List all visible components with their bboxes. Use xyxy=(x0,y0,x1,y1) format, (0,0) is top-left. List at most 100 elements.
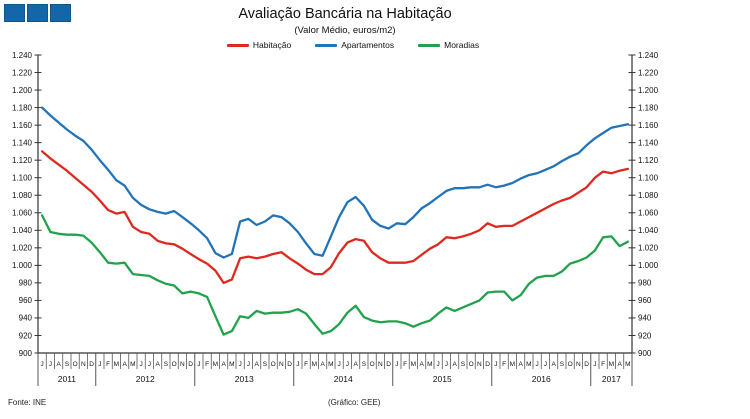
svg-text:980: 980 xyxy=(638,279,652,288)
svg-text:M: M xyxy=(114,361,119,368)
svg-text:M: M xyxy=(328,361,333,368)
logo-square xyxy=(27,4,48,22)
svg-text:1.000: 1.000 xyxy=(638,261,659,270)
logo-square xyxy=(4,4,25,22)
svg-text:1.060: 1.060 xyxy=(638,209,659,218)
legend-label: Moradias xyxy=(444,40,480,50)
svg-text:O: O xyxy=(469,361,474,368)
svg-text:M: M xyxy=(312,361,317,368)
svg-text:1.080: 1.080 xyxy=(12,191,33,200)
svg-text:A: A xyxy=(518,361,523,368)
svg-text:2015: 2015 xyxy=(433,374,452,384)
series-habitação xyxy=(40,150,630,285)
svg-text:O: O xyxy=(370,361,375,368)
svg-text:A: A xyxy=(452,361,457,368)
svg-text:D: D xyxy=(188,361,193,368)
svg-text:A: A xyxy=(221,361,226,368)
svg-text:F: F xyxy=(106,361,110,368)
svg-text:1.200: 1.200 xyxy=(638,86,659,95)
chart-legend: Habitação Apartamentos Moradias xyxy=(0,40,706,50)
logo-square xyxy=(50,4,71,22)
svg-text:M: M xyxy=(130,361,135,368)
svg-text:J: J xyxy=(338,361,341,368)
svg-text:S: S xyxy=(362,361,367,368)
svg-text:1.160: 1.160 xyxy=(12,121,33,130)
svg-text:J: J xyxy=(140,361,143,368)
svg-text:1.120: 1.120 xyxy=(638,156,659,165)
svg-text:1.240: 1.240 xyxy=(12,51,33,60)
svg-text:F: F xyxy=(502,361,506,368)
chart-subtitle: (Valor Médio, euros/m2) xyxy=(294,25,396,36)
svg-text:1.180: 1.180 xyxy=(638,103,659,112)
svg-text:F: F xyxy=(205,361,209,368)
series-moradias xyxy=(40,214,630,336)
svg-text:J: J xyxy=(148,361,151,368)
legend-label: Apartamentos xyxy=(341,40,395,50)
svg-text:980: 980 xyxy=(19,279,33,288)
svg-text:1.200: 1.200 xyxy=(12,86,33,95)
svg-text:1.100: 1.100 xyxy=(12,174,33,183)
svg-text:F: F xyxy=(304,361,308,368)
svg-text:2017: 2017 xyxy=(602,374,621,384)
series-apartamentos xyxy=(40,106,630,259)
svg-text:O: O xyxy=(271,361,276,368)
source-note: Fonte: INE xyxy=(8,398,47,407)
svg-text:J: J xyxy=(346,361,349,368)
svg-text:J: J xyxy=(445,361,448,368)
svg-text:A: A xyxy=(122,361,127,368)
svg-text:1.180: 1.180 xyxy=(12,103,33,112)
svg-text:S: S xyxy=(164,361,169,368)
svg-text:J: J xyxy=(239,361,242,368)
svg-text:1.160: 1.160 xyxy=(638,121,659,130)
svg-text:J: J xyxy=(437,361,440,368)
svg-text:J: J xyxy=(536,361,539,368)
svg-text:N: N xyxy=(477,361,482,368)
legend-swatch-blue xyxy=(315,43,338,47)
svg-text:M: M xyxy=(427,361,432,368)
svg-text:O: O xyxy=(568,361,573,368)
svg-text:M: M xyxy=(411,361,416,368)
svg-text:N: N xyxy=(279,361,284,368)
svg-text:1.220: 1.220 xyxy=(638,68,659,77)
svg-text:A: A xyxy=(617,361,622,368)
svg-text:S: S xyxy=(263,361,268,368)
svg-text:J: J xyxy=(544,361,547,368)
svg-text:S: S xyxy=(461,361,466,368)
svg-text:1.040: 1.040 xyxy=(638,226,659,235)
svg-text:M: M xyxy=(526,361,531,368)
svg-text:M: M xyxy=(213,361,218,368)
svg-text:900: 900 xyxy=(638,349,652,358)
svg-text:1.020: 1.020 xyxy=(12,244,33,253)
svg-text:D: D xyxy=(386,361,391,368)
svg-text:N: N xyxy=(81,361,86,368)
svg-text:J: J xyxy=(296,361,299,368)
svg-text:1.140: 1.140 xyxy=(12,138,33,147)
legend-swatch-red xyxy=(226,43,249,47)
svg-text:M: M xyxy=(625,361,630,368)
legend-item-habitacao: Habitação xyxy=(226,40,291,50)
svg-text:A: A xyxy=(320,361,325,368)
logo-squares xyxy=(4,4,71,22)
svg-text:J: J xyxy=(49,361,52,368)
svg-text:A: A xyxy=(419,361,424,368)
chart-title: Avaliação Bancária na Habitação xyxy=(238,6,452,22)
svg-text:J: J xyxy=(395,361,398,368)
svg-text:J: J xyxy=(98,361,101,368)
svg-text:D: D xyxy=(485,361,490,368)
svg-text:2012: 2012 xyxy=(136,374,155,384)
svg-text:D: D xyxy=(89,361,94,368)
svg-text:920: 920 xyxy=(638,331,652,340)
svg-text:A: A xyxy=(551,361,556,368)
svg-text:1.000: 1.000 xyxy=(12,261,33,270)
svg-text:900: 900 xyxy=(19,349,33,358)
svg-text:J: J xyxy=(41,361,44,368)
svg-text:M: M xyxy=(510,361,515,368)
svg-text:F: F xyxy=(601,361,605,368)
svg-text:1.060: 1.060 xyxy=(12,209,33,218)
svg-text:N: N xyxy=(378,361,383,368)
legend-item-apartamentos: Apartamentos xyxy=(315,40,394,50)
svg-text:1.100: 1.100 xyxy=(638,174,659,183)
svg-text:1.020: 1.020 xyxy=(638,244,659,253)
